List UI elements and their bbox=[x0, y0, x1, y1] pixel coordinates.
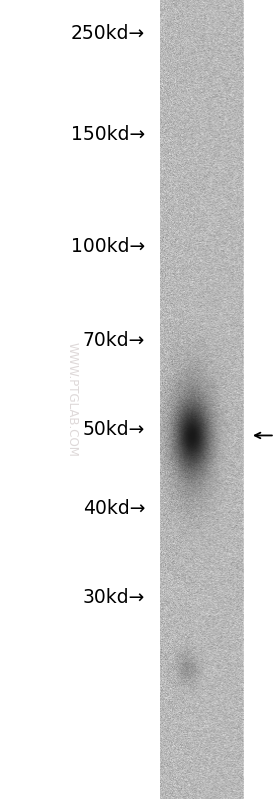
Text: 30kd→: 30kd→ bbox=[83, 588, 145, 607]
Text: 70kd→: 70kd→ bbox=[83, 331, 145, 350]
Text: 250kd→: 250kd→ bbox=[71, 24, 145, 43]
Text: 150kd→: 150kd→ bbox=[71, 125, 145, 144]
Text: WWW.PTGLAB.COM: WWW.PTGLAB.COM bbox=[66, 342, 78, 457]
Text: 40kd→: 40kd→ bbox=[83, 499, 145, 518]
Text: 50kd→: 50kd→ bbox=[83, 420, 145, 439]
Text: 100kd→: 100kd→ bbox=[71, 237, 145, 256]
